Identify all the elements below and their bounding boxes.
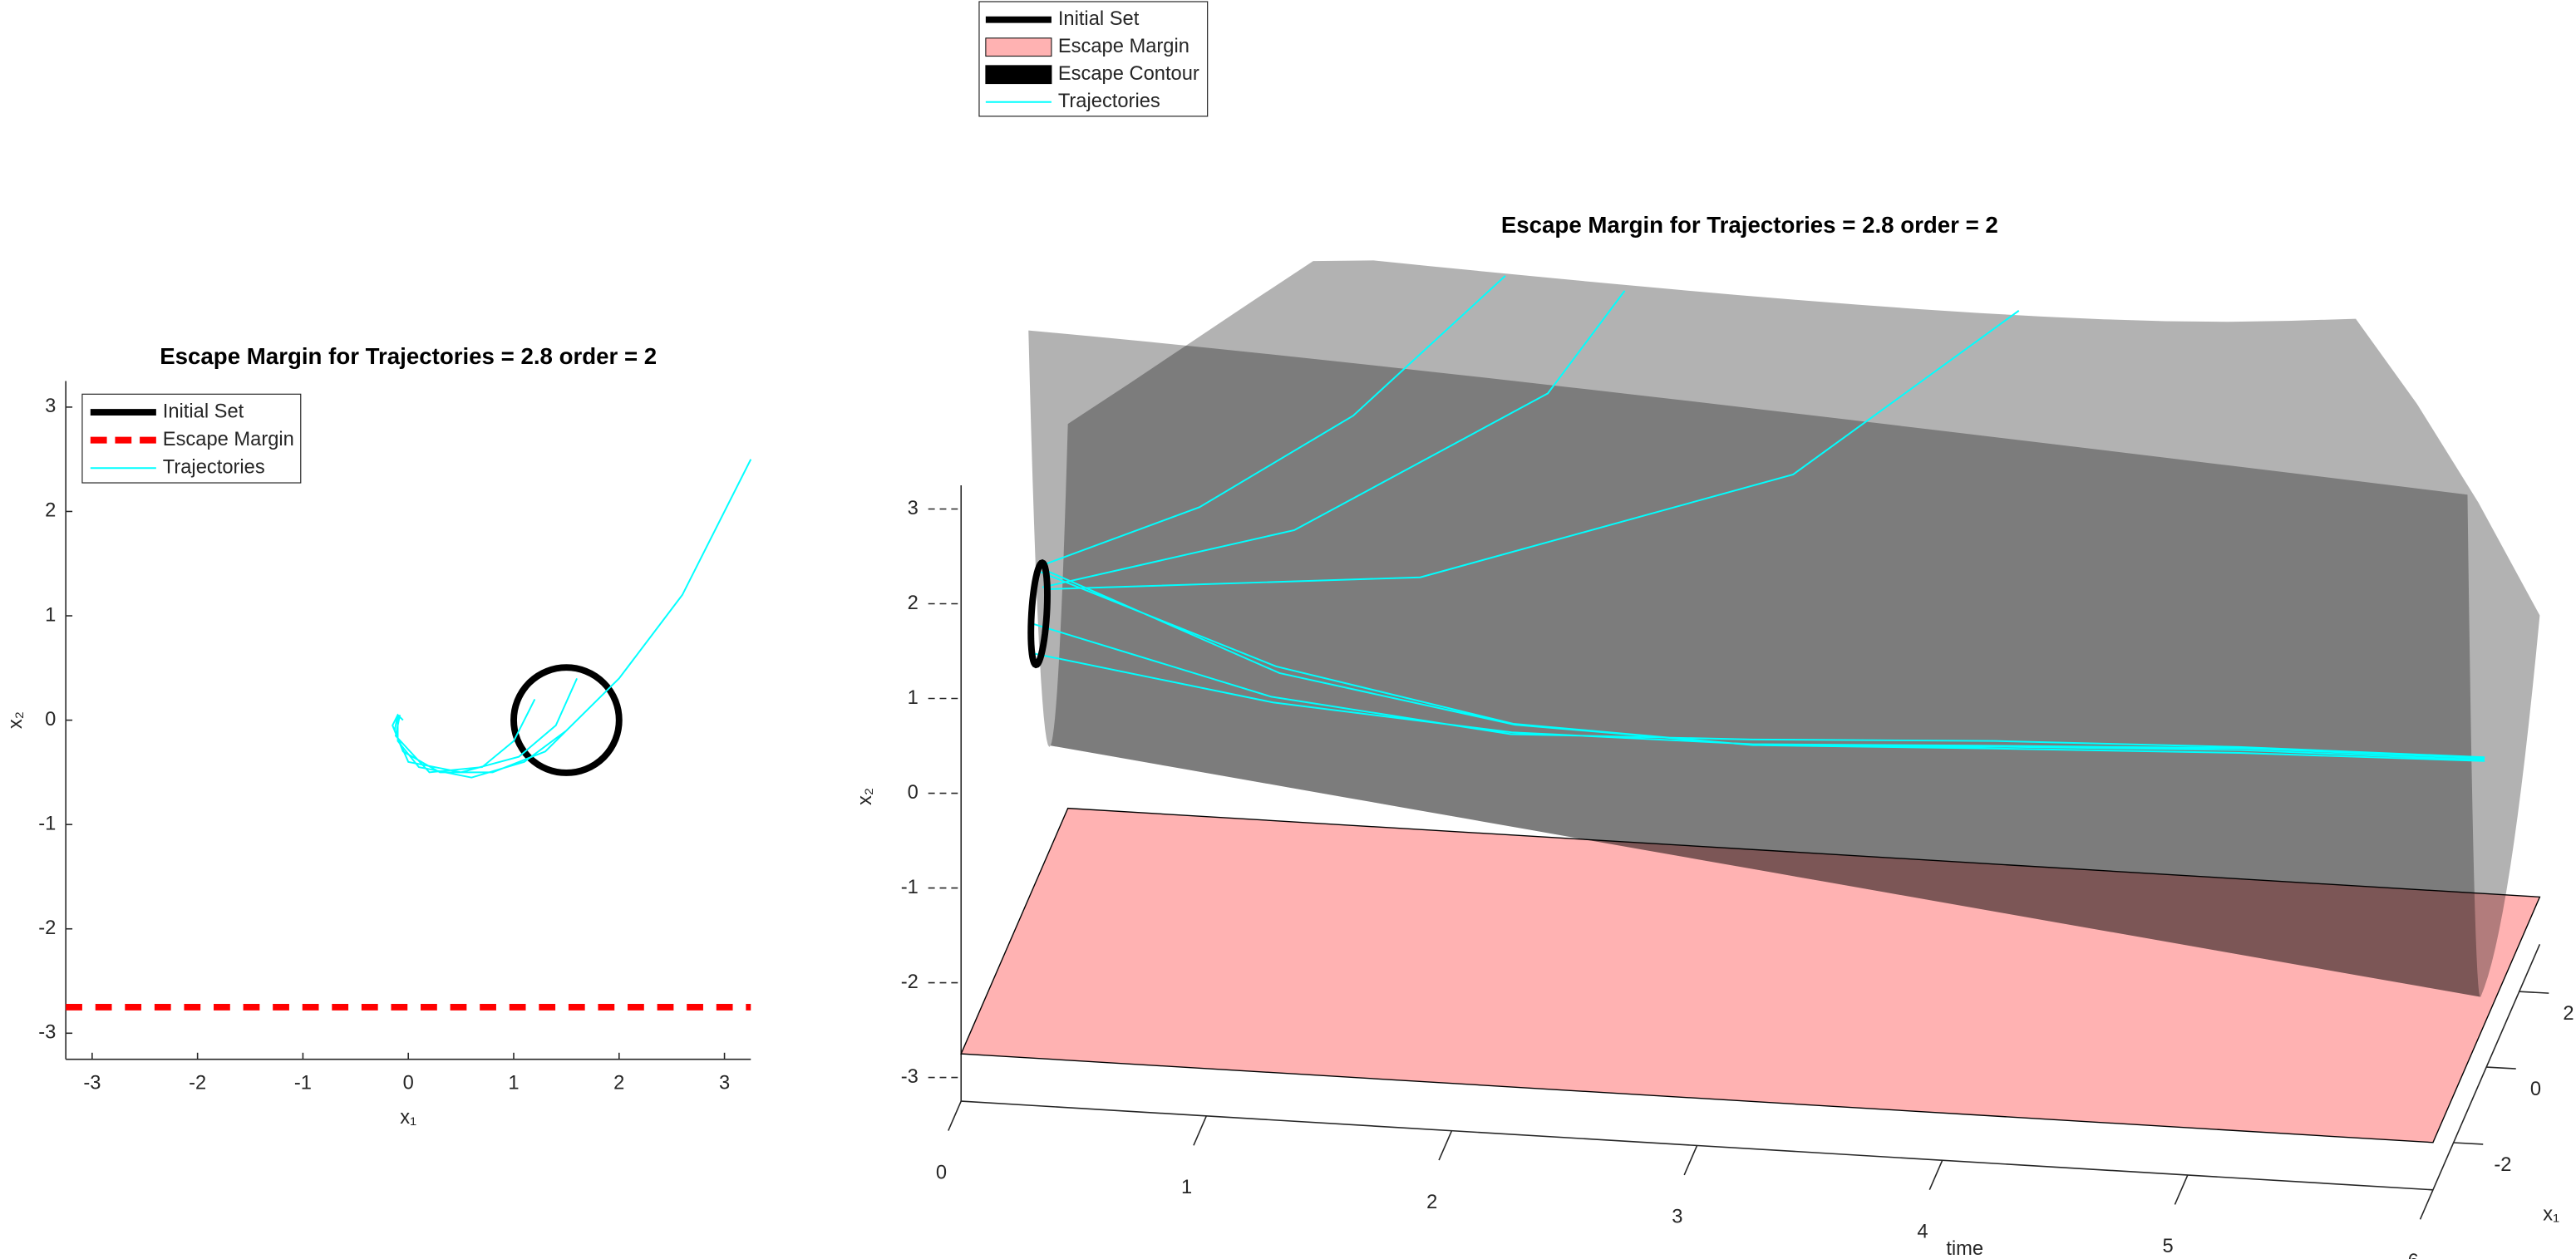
y-tick-label: -2 [2494, 1154, 2511, 1176]
legend-label: Escape Contour [1058, 63, 1199, 85]
y-tick-label: 0 [2530, 1079, 2541, 1100]
z-tick-label: -1 [901, 877, 919, 898]
time-tick [948, 1100, 962, 1131]
trajectory [392, 459, 752, 779]
z-tick-label: 3 [908, 498, 919, 519]
x-tick-label: -1 [294, 1073, 312, 1094]
y-tick-label: -2 [38, 917, 56, 939]
legend-swatch [985, 37, 1052, 57]
time-tick-label: 0 [936, 1162, 947, 1183]
time-tick-label: 1 [1181, 1177, 1192, 1198]
time-tick-label: 3 [1672, 1207, 1682, 1228]
legend-label: Initial Set [163, 401, 244, 422]
legend-label: Escape Margin [163, 429, 294, 450]
time-tick-label: 5 [2163, 1236, 2174, 1257]
y-tick-label: 0 [45, 709, 56, 730]
initial-set [1027, 558, 1051, 669]
y-tick-label: 1 [45, 604, 56, 626]
time-tick [1193, 1115, 1208, 1146]
x-tick-label: 2 [613, 1073, 624, 1094]
z-tick-label: 1 [908, 687, 919, 709]
z-tick-label: -2 [901, 971, 919, 993]
y-tick-label: 3 [45, 396, 56, 417]
y-tick [2519, 991, 2549, 994]
time-tick [1928, 1159, 1943, 1190]
time-tick [1438, 1130, 1453, 1161]
x-tick-label: 1 [508, 1073, 519, 1094]
time-tick-label: 4 [1917, 1221, 1928, 1242]
z-tick-label: -3 [901, 1066, 919, 1088]
y-axis-label: x₁ [2543, 1204, 2559, 1226]
y-tick-label: -1 [38, 813, 56, 834]
y-tick-label: 2 [2563, 1003, 2574, 1025]
x-axis-label: time [1946, 1238, 1983, 1259]
escape-margin-plane [960, 807, 2541, 1143]
y-axis-label: x₂ [5, 711, 27, 729]
chart-title: Escape Margin for Trajectories = 2.8 ord… [160, 343, 657, 369]
legend-label: Trajectories [1058, 91, 1160, 112]
trajectory [1030, 275, 2485, 762]
legend-label: Escape Margin [1058, 36, 1189, 57]
x-tick-label: -3 [83, 1073, 101, 1094]
z-tick-label: 2 [908, 593, 919, 614]
legend-label: Trajectories [163, 456, 265, 478]
legend-swatch [985, 65, 1052, 85]
chart-title: Escape Margin for Trajectories = 2.8 ord… [1501, 212, 1998, 238]
time-tick-label: 2 [1426, 1192, 1437, 1213]
z-axis-label: x₂ [855, 788, 876, 805]
x-tick-label: 3 [719, 1073, 730, 1094]
time-tick [2419, 1189, 2434, 1220]
initial-set [510, 664, 623, 776]
y-tick-label: -3 [38, 1022, 56, 1044]
escape-contour-surface [1050, 260, 2540, 997]
time-tick [1683, 1145, 1698, 1176]
time-tick-label: 6 [2408, 1251, 2419, 1259]
time-tick [2174, 1174, 2189, 1205]
escape-contour-surface [1028, 330, 2481, 997]
x-tick-label: -2 [189, 1073, 206, 1094]
x-axis-label: x₁ [400, 1107, 416, 1129]
legend-label: Initial Set [1058, 8, 1140, 30]
y-tick [2486, 1066, 2516, 1070]
z-tick-label: 0 [908, 782, 919, 804]
y-tick-label: 2 [45, 500, 56, 522]
y-tick [2453, 1142, 2484, 1145]
x-tick-label: 0 [403, 1073, 414, 1094]
